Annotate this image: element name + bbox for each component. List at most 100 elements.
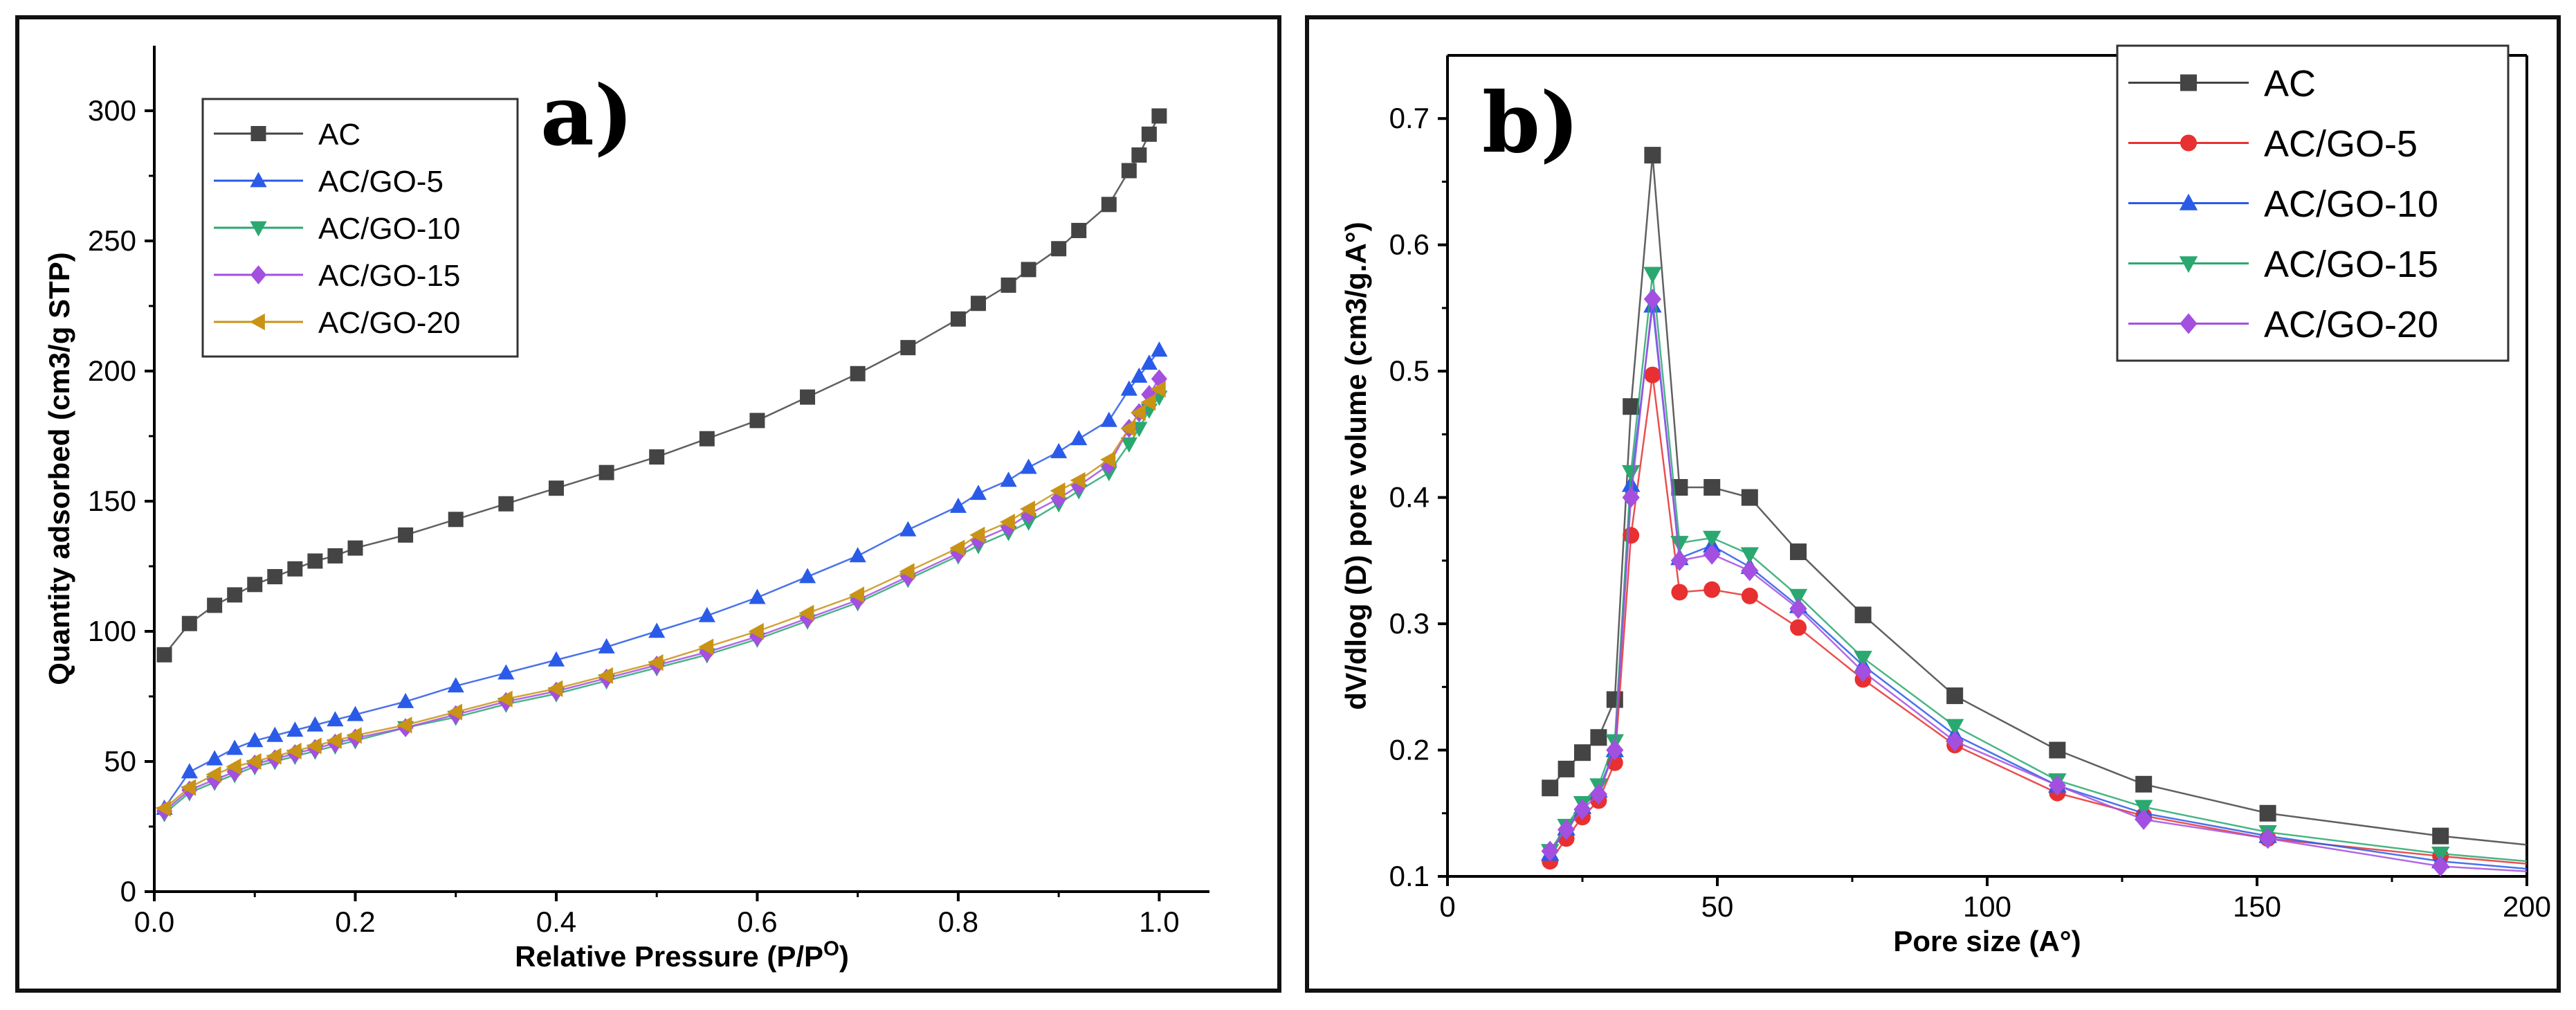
x-tick-label: 200 xyxy=(2503,890,2551,923)
y-axis-title: Quantity adsorbed (cm3/g STP) xyxy=(43,252,75,685)
legend-label: AC/GO-20 xyxy=(2264,304,2438,345)
data-point xyxy=(1740,547,1759,564)
data-point xyxy=(1050,482,1066,500)
legend-marker xyxy=(249,313,265,331)
data-point xyxy=(396,716,412,734)
legend-label: AC xyxy=(2264,63,2316,105)
x-tick-label: 0.0 xyxy=(134,905,174,938)
data-point xyxy=(1589,784,1607,805)
data-point xyxy=(1100,411,1117,427)
data-point xyxy=(1622,465,1641,482)
x-tick-label: 0 xyxy=(1439,890,1455,923)
data-point xyxy=(246,732,264,748)
chart-panel-b: 0 50 100 150 200 0.1 0.2 0.3 0.4 0.5 0.6 0.7 Pore si… xyxy=(1305,15,2561,993)
y-tick-label: 0.7 xyxy=(1389,102,1429,134)
data-point xyxy=(205,766,221,783)
data-point xyxy=(1790,543,1807,561)
y-tick-label: 200 xyxy=(88,354,136,387)
data-point xyxy=(1623,527,1640,544)
data-point xyxy=(247,577,263,593)
y-tick-label: 0.4 xyxy=(1389,481,1429,514)
data-point xyxy=(1151,108,1167,124)
y-tick-label: 250 xyxy=(88,224,136,257)
legend-label: AC/GO-15 xyxy=(318,259,460,293)
data-point xyxy=(1150,381,1166,398)
data-point xyxy=(287,561,303,577)
data-point xyxy=(1789,588,1808,606)
x-tick-label: 50 xyxy=(1701,890,1734,923)
data-point xyxy=(949,539,965,557)
series-line xyxy=(163,350,1160,809)
data-point xyxy=(1590,729,1607,746)
data-point xyxy=(206,750,223,766)
legend-label: AC/GO-15 xyxy=(2264,244,2438,285)
legend-marker xyxy=(2180,134,2197,152)
x-tick-label: 0.2 xyxy=(335,905,375,938)
y-tick-label: 0.1 xyxy=(1389,860,1429,892)
data-point xyxy=(1558,760,1575,777)
data-point xyxy=(2432,827,2449,845)
chart-panel-a: 0.0 0.2 0.4 0.6 0.8 1.0 0 50 100 150 200 250 300 Rela… xyxy=(15,15,1281,993)
data-point xyxy=(698,638,714,656)
data-point xyxy=(347,540,363,556)
data-point xyxy=(286,721,304,737)
y-tick-label: 0 xyxy=(120,875,136,908)
data-point xyxy=(698,606,715,622)
legend-marker xyxy=(2180,313,2198,334)
data-point xyxy=(1622,487,1640,508)
data-point xyxy=(498,496,514,512)
data-point xyxy=(497,664,515,680)
data-point xyxy=(448,512,464,527)
data-point xyxy=(246,752,262,770)
legend-label: AC/GO-5 xyxy=(2264,123,2418,165)
series-line xyxy=(1549,273,2528,863)
data-point xyxy=(266,726,284,742)
data-point xyxy=(1946,719,1964,736)
data-point xyxy=(1703,543,1721,565)
y-tick-label: 0.6 xyxy=(1389,228,1429,261)
legend: AC AC/GO-5 AC/GO-10 AC/GO-15 AC/GO-20 xyxy=(2116,44,2510,362)
y-tick-label: 150 xyxy=(88,485,136,517)
data-point xyxy=(1140,354,1158,370)
data-point xyxy=(1101,197,1117,213)
legend-label: AC/GO-5 xyxy=(318,165,444,199)
data-point xyxy=(2135,800,2153,817)
data-point xyxy=(1703,530,1721,548)
data-point xyxy=(1574,744,1591,761)
data-point xyxy=(2048,775,2066,796)
data-point xyxy=(447,677,464,693)
data-point xyxy=(1140,394,1156,411)
data-point xyxy=(1100,451,1116,468)
legend-label: AC/GO-10 xyxy=(2264,183,2438,225)
x-tick-label: 100 xyxy=(1963,890,2011,923)
y-tick-label: 0.5 xyxy=(1389,354,1429,387)
data-point xyxy=(800,389,816,405)
data-point xyxy=(326,732,342,750)
data-point xyxy=(547,651,565,667)
data-point xyxy=(1643,267,1662,284)
data-point xyxy=(798,604,814,622)
data-point xyxy=(900,340,916,356)
data-point xyxy=(396,692,414,708)
data-point xyxy=(1120,380,1138,396)
legend-marker xyxy=(250,172,267,188)
data-point xyxy=(1741,587,1758,604)
data-point xyxy=(1120,420,1136,437)
data-point xyxy=(156,647,172,662)
data-point xyxy=(1070,471,1086,489)
legend-label: AC/GO-20 xyxy=(318,306,460,340)
legend-marker xyxy=(2179,256,2198,273)
data-point xyxy=(1001,277,1016,293)
data-point xyxy=(227,587,243,603)
series-ac-go-5 xyxy=(156,341,1168,815)
data-point xyxy=(327,548,343,563)
data-point xyxy=(849,547,866,563)
data-point xyxy=(749,588,766,604)
data-point xyxy=(1741,489,1758,506)
data-point xyxy=(950,311,966,327)
data-point xyxy=(1050,442,1068,458)
series-line xyxy=(1549,375,2528,865)
legend-label: AC/GO-10 xyxy=(318,212,460,246)
series-ac-go-20 xyxy=(1541,289,2528,877)
data-point xyxy=(398,527,414,543)
